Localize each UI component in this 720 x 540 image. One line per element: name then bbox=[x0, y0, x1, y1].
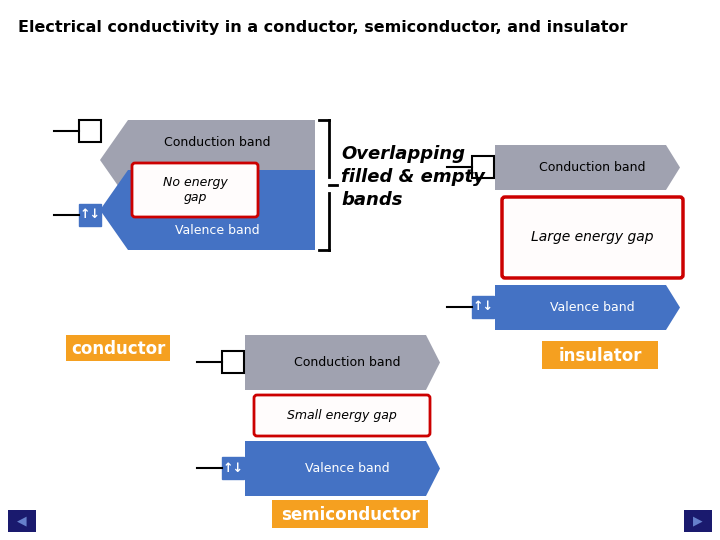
Text: ▶: ▶ bbox=[693, 515, 703, 528]
Text: ↑↓: ↑↓ bbox=[472, 300, 493, 314]
Text: conductor: conductor bbox=[71, 340, 165, 358]
Text: Valence band: Valence band bbox=[305, 462, 390, 475]
Polygon shape bbox=[495, 145, 680, 190]
Polygon shape bbox=[100, 170, 315, 250]
Text: Valence band: Valence band bbox=[550, 301, 635, 314]
Bar bbox=[222, 351, 244, 373]
Polygon shape bbox=[100, 120, 315, 200]
Text: Small energy gap: Small energy gap bbox=[287, 409, 397, 422]
Text: Conduction band: Conduction band bbox=[164, 136, 271, 148]
Bar bbox=[472, 296, 494, 318]
Bar bbox=[684, 510, 712, 532]
Polygon shape bbox=[245, 441, 440, 496]
Text: Overlapping
filled & empty
bands: Overlapping filled & empty bands bbox=[341, 145, 485, 209]
Bar bbox=[272, 500, 428, 528]
Text: Conduction band: Conduction band bbox=[294, 356, 401, 369]
Text: ◀: ◀ bbox=[17, 515, 27, 528]
Bar bbox=[66, 335, 170, 361]
Text: insulator: insulator bbox=[558, 347, 642, 365]
Text: No energy
gap: No energy gap bbox=[163, 176, 228, 204]
FancyBboxPatch shape bbox=[254, 395, 430, 436]
Text: semiconductor: semiconductor bbox=[281, 506, 419, 524]
FancyBboxPatch shape bbox=[132, 163, 258, 217]
Text: ↑↓: ↑↓ bbox=[222, 462, 243, 475]
Bar bbox=[79, 120, 101, 142]
Polygon shape bbox=[245, 335, 440, 390]
Text: Valence band: Valence band bbox=[175, 224, 260, 237]
Bar bbox=[472, 156, 494, 178]
Bar bbox=[542, 341, 658, 369]
Bar bbox=[222, 457, 244, 479]
FancyBboxPatch shape bbox=[502, 197, 683, 278]
Text: Electrical conductivity in a conductor, semiconductor, and insulator: Electrical conductivity in a conductor, … bbox=[18, 20, 628, 35]
Text: ↑↓: ↑↓ bbox=[79, 208, 101, 221]
Text: Conduction band: Conduction band bbox=[539, 161, 646, 174]
Polygon shape bbox=[495, 285, 680, 330]
Bar bbox=[79, 204, 101, 226]
Bar bbox=[8, 510, 36, 532]
Text: Large energy gap: Large energy gap bbox=[531, 231, 654, 245]
